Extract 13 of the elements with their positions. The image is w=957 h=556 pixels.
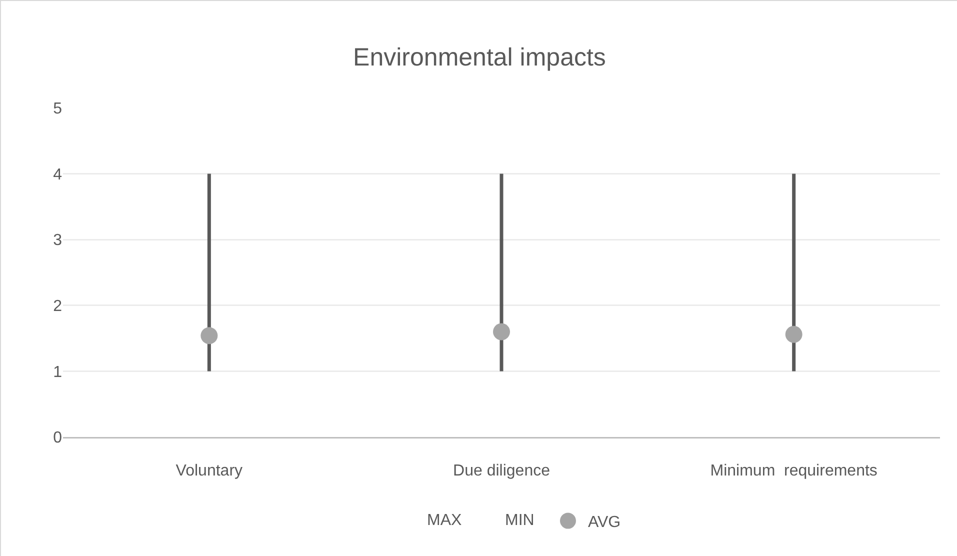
x-tick-label: Minimum requirements (710, 462, 878, 480)
chart-title: Environmental impacts (353, 43, 606, 72)
x-tick-label: Voluntary (176, 462, 243, 480)
y-tick-label: 5 (53, 100, 62, 118)
y-tick-label: 4 (53, 166, 62, 184)
y-tick-label: 3 (53, 232, 62, 250)
x-tick-label: Due diligence (453, 462, 550, 480)
y-tick-label: 2 (53, 298, 62, 315)
text: MAX (427, 512, 462, 529)
y-tick-label: 0 (53, 430, 62, 447)
legend-label: AVG (588, 514, 621, 532)
y-tick-label: 1 (53, 364, 62, 381)
text: MIN (505, 512, 534, 529)
